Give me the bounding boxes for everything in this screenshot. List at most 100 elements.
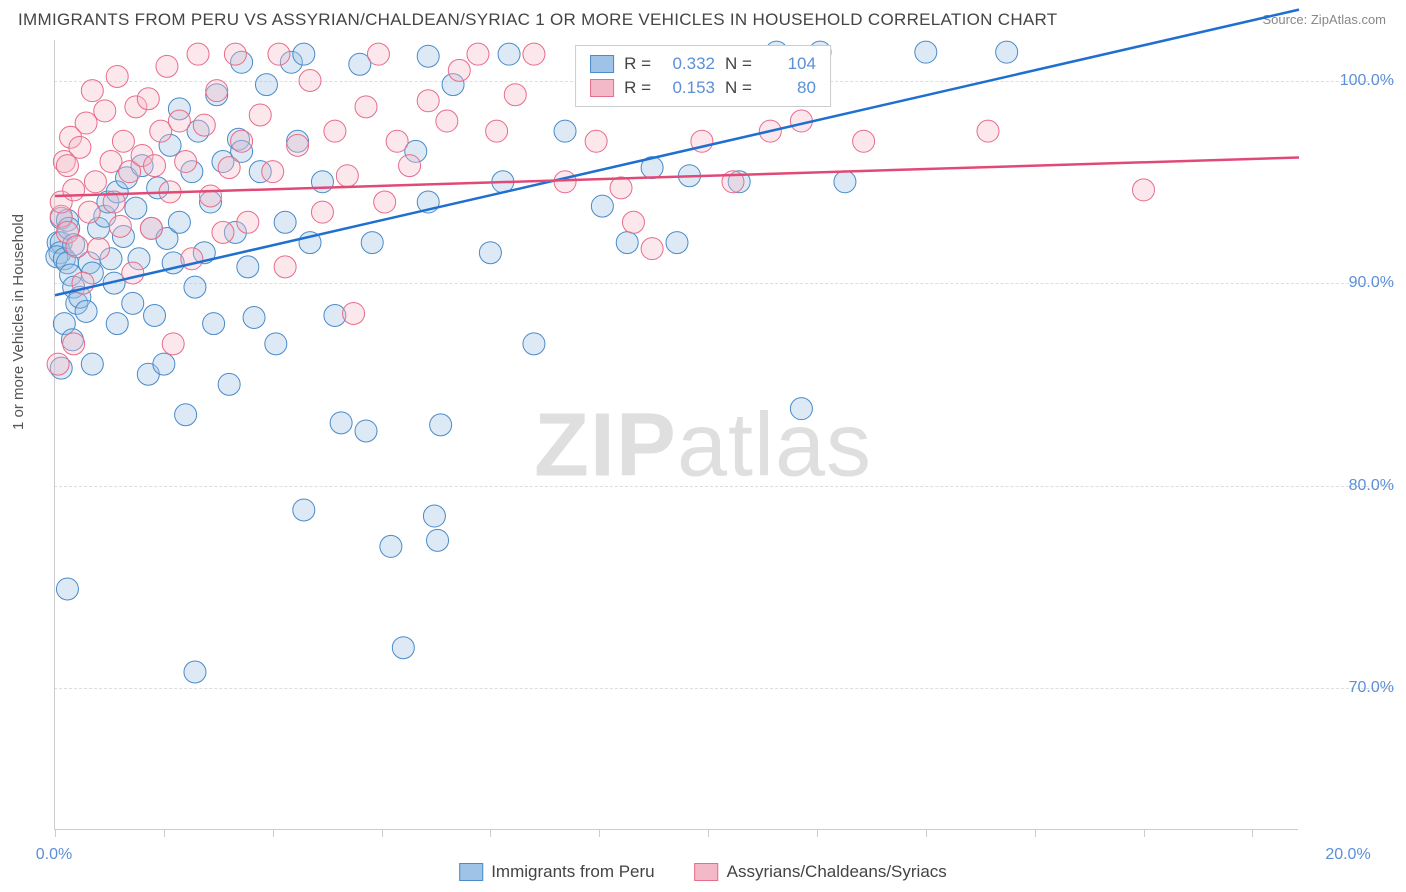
data-point — [293, 499, 315, 521]
data-point — [262, 161, 284, 183]
xtick — [55, 829, 56, 837]
legend-label-0: Immigrants from Peru — [491, 862, 654, 882]
data-point — [386, 130, 408, 152]
data-point — [56, 578, 78, 600]
data-point — [392, 637, 414, 659]
stat-legend-row-0: R = 0.332 N = 104 — [590, 52, 816, 76]
data-point — [554, 120, 576, 142]
data-point — [140, 217, 162, 239]
data-point — [255, 74, 277, 96]
data-point — [361, 232, 383, 254]
trend-line — [55, 157, 1299, 195]
r-value-1: 0.153 — [661, 78, 715, 98]
data-point — [63, 179, 85, 201]
data-point — [336, 165, 358, 187]
data-point — [109, 215, 131, 237]
bottom-legend-item-1: Assyrians/Chaldeans/Syriacs — [695, 862, 947, 882]
bottom-legend: Immigrants from Peru Assyrians/Chaldeans… — [459, 862, 947, 882]
data-point — [790, 398, 812, 420]
n-value-0: 104 — [762, 54, 816, 74]
data-point — [591, 195, 613, 217]
data-point — [249, 104, 271, 126]
data-point — [486, 120, 508, 142]
data-point — [666, 232, 688, 254]
data-point — [399, 155, 421, 177]
swatch-peru — [590, 55, 614, 73]
xtick-label-left: 0.0% — [36, 846, 72, 864]
data-point — [554, 171, 576, 193]
data-point — [78, 201, 100, 223]
data-point — [200, 185, 222, 207]
data-point — [324, 120, 346, 142]
data-point — [417, 45, 439, 67]
data-point — [448, 59, 470, 81]
swatch-assyrian-bottom — [695, 863, 719, 881]
data-point — [175, 151, 197, 173]
data-point — [427, 529, 449, 551]
data-point — [237, 211, 259, 233]
data-point — [218, 373, 240, 395]
data-point — [430, 414, 452, 436]
stat-legend: R = 0.332 N = 104 R = 0.153 N = 80 — [575, 45, 831, 107]
data-point — [479, 242, 501, 264]
data-point — [212, 221, 234, 243]
legend-label-1: Assyrians/Chaldeans/Syriacs — [727, 862, 947, 882]
ytick-label: 70.0% — [1349, 679, 1394, 697]
xtick — [490, 829, 491, 837]
data-point — [616, 232, 638, 254]
data-point — [153, 353, 175, 375]
data-point — [175, 404, 197, 426]
xtick — [1144, 829, 1145, 837]
data-point — [641, 238, 663, 260]
n-value-1: 80 — [762, 78, 816, 98]
data-point — [81, 353, 103, 375]
data-point — [193, 114, 215, 136]
xtick — [708, 829, 709, 837]
r-value-0: 0.332 — [661, 54, 715, 74]
data-point — [330, 412, 352, 434]
scatter-svg — [55, 40, 1298, 829]
data-point — [274, 211, 296, 233]
data-point — [187, 43, 209, 65]
xtick — [599, 829, 600, 837]
data-point — [610, 177, 632, 199]
data-point — [75, 300, 97, 322]
xtick — [817, 829, 818, 837]
data-point — [231, 130, 253, 152]
xtick — [926, 829, 927, 837]
data-point — [996, 41, 1018, 63]
data-point — [112, 130, 134, 152]
xtick — [1035, 829, 1036, 837]
xtick — [273, 829, 274, 837]
data-point — [343, 302, 365, 324]
data-point — [203, 313, 225, 335]
data-point — [156, 55, 178, 77]
data-point — [311, 171, 333, 193]
data-point — [287, 134, 309, 156]
data-point — [622, 211, 644, 233]
data-point — [47, 353, 69, 375]
data-point — [168, 211, 190, 233]
data-point — [122, 292, 144, 314]
data-point — [311, 201, 333, 223]
data-point — [88, 238, 110, 260]
data-point — [144, 304, 166, 326]
r-label: R = — [624, 78, 651, 98]
data-point — [467, 43, 489, 65]
xtick — [1252, 829, 1253, 837]
data-point — [69, 136, 91, 158]
data-point — [206, 80, 228, 102]
ytick-label: 100.0% — [1340, 72, 1394, 90]
data-point — [374, 191, 396, 213]
data-point — [75, 112, 97, 134]
data-point — [355, 96, 377, 118]
data-point — [268, 43, 290, 65]
data-point — [125, 197, 147, 219]
data-point — [144, 155, 166, 177]
data-point — [423, 505, 445, 527]
data-point — [523, 333, 545, 355]
data-point — [66, 236, 88, 258]
data-point — [184, 276, 206, 298]
swatch-assyrian — [590, 79, 614, 97]
data-point — [834, 171, 856, 193]
